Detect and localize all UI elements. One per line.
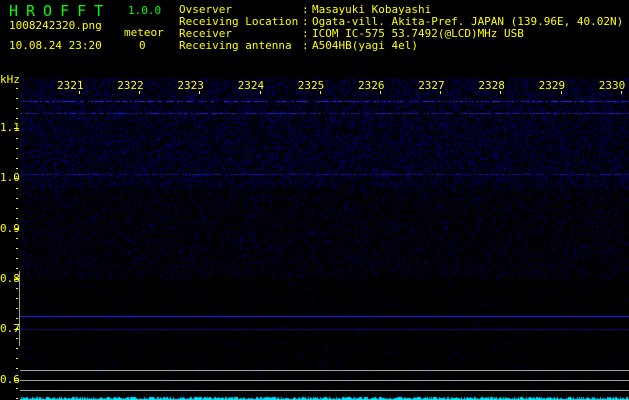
y-minor-tick (16, 318, 18, 319)
y-minor-tick (16, 178, 18, 179)
y-minor-tick (16, 248, 18, 249)
x-tick-label: 2325 (297, 79, 325, 92)
info-colon: : (302, 27, 309, 40)
y-tick-label: 1.1 (0, 121, 20, 134)
y-minor-tick (16, 228, 18, 229)
y-minor-tick (16, 398, 18, 399)
reference-line (20, 380, 629, 381)
date-time: 10.08.24 23:20 (9, 39, 102, 52)
y-minor-tick (16, 198, 18, 199)
info-label: Receiving antenna (179, 39, 292, 52)
x-tick-label: 2324 (237, 79, 265, 92)
y-tick-label: 0.8 (0, 271, 20, 285)
y-tick-mark (14, 278, 19, 280)
y-minor-tick (16, 308, 18, 309)
reference-line (20, 390, 629, 391)
x-tick-mark (139, 91, 141, 94)
y-minor-tick (16, 118, 18, 119)
info-colon: : (302, 15, 309, 28)
y-minor-tick (16, 368, 18, 369)
y-minor-tick (16, 128, 18, 129)
info-value: ICOM IC-575 53.7492(@LCD)MHz USB (312, 27, 524, 40)
x-tick-mark (199, 91, 201, 94)
y-minor-tick (16, 158, 18, 159)
waterfall-spectrogram (20, 78, 629, 400)
y-tick-mark (14, 379, 19, 381)
app-title: HROFFT (9, 2, 112, 20)
y-minor-tick (16, 328, 18, 329)
y-minor-tick (16, 98, 18, 99)
x-tick-label: 2328 (478, 79, 505, 92)
y-minor-tick (16, 388, 18, 389)
info-value: Ogata-vill. Akita-Pref. JAPAN (139.96E, … (312, 15, 624, 28)
y-minor-tick (16, 238, 18, 239)
y-minor-tick (16, 288, 18, 289)
x-tick-mark (380, 91, 381, 94)
x-tick-label: 2327 (418, 79, 445, 92)
y-minor-tick (16, 358, 18, 359)
x-tick-mark (500, 91, 502, 94)
info-label: Receiving Location (179, 15, 299, 28)
meteor-count: 0 (139, 39, 146, 52)
y-tick-mark (14, 329, 19, 331)
y-minor-tick (16, 298, 18, 299)
file-name: 1008242320.png (9, 19, 102, 32)
x-tick-label: 2326 (358, 79, 385, 92)
y-tick-label: 0.9 (0, 221, 20, 235)
y-minor-tick (16, 88, 18, 89)
y-minor-tick (16, 378, 18, 379)
y-minor-tick (16, 138, 18, 139)
y-axis-unit: kHz (0, 73, 20, 86)
x-tick-mark (620, 91, 622, 94)
x-tick-label: 2323 (177, 79, 204, 92)
y-tick-label: 1.0 (0, 171, 20, 185)
info-colon: : (302, 39, 309, 52)
meteor-label: meteor (124, 26, 164, 39)
y-minor-tick (16, 338, 18, 339)
info-label: Receiver (179, 27, 232, 40)
x-tick-mark (319, 91, 321, 94)
info-label: Ovserver (179, 3, 232, 16)
info-value: Masayuki Kobayashi (312, 3, 432, 16)
y-minor-tick (16, 268, 18, 269)
y-minor-tick (16, 188, 18, 189)
x-tick-mark (560, 91, 562, 94)
y-minor-tick (16, 168, 18, 169)
y-minor-tick (16, 218, 18, 219)
reference-line (20, 370, 629, 371)
level-bar (19, 271, 20, 346)
x-tick-mark (259, 91, 261, 94)
x-tick-label: 2321 (57, 79, 84, 92)
x-tick-label: 2330 (598, 79, 626, 92)
y-tick-label: 0.7 (0, 322, 20, 336)
x-tick-mark (440, 91, 442, 94)
y-minor-tick (16, 108, 18, 109)
y-minor-tick (16, 208, 18, 209)
app-version: 1.0.0 (128, 4, 162, 17)
info-colon: : (302, 3, 309, 16)
x-tick-mark (79, 91, 80, 94)
y-tick-label: 0.6 (0, 372, 20, 386)
y-minor-tick (16, 278, 18, 279)
info-value: A504HB(yagi 4el) (312, 39, 418, 52)
y-minor-tick (16, 148, 18, 149)
x-tick-label: 2322 (117, 79, 144, 92)
y-tick-mark (14, 228, 19, 230)
y-minor-tick (16, 348, 18, 349)
x-tick-label: 2329 (538, 79, 566, 92)
y-minor-tick (16, 258, 18, 259)
